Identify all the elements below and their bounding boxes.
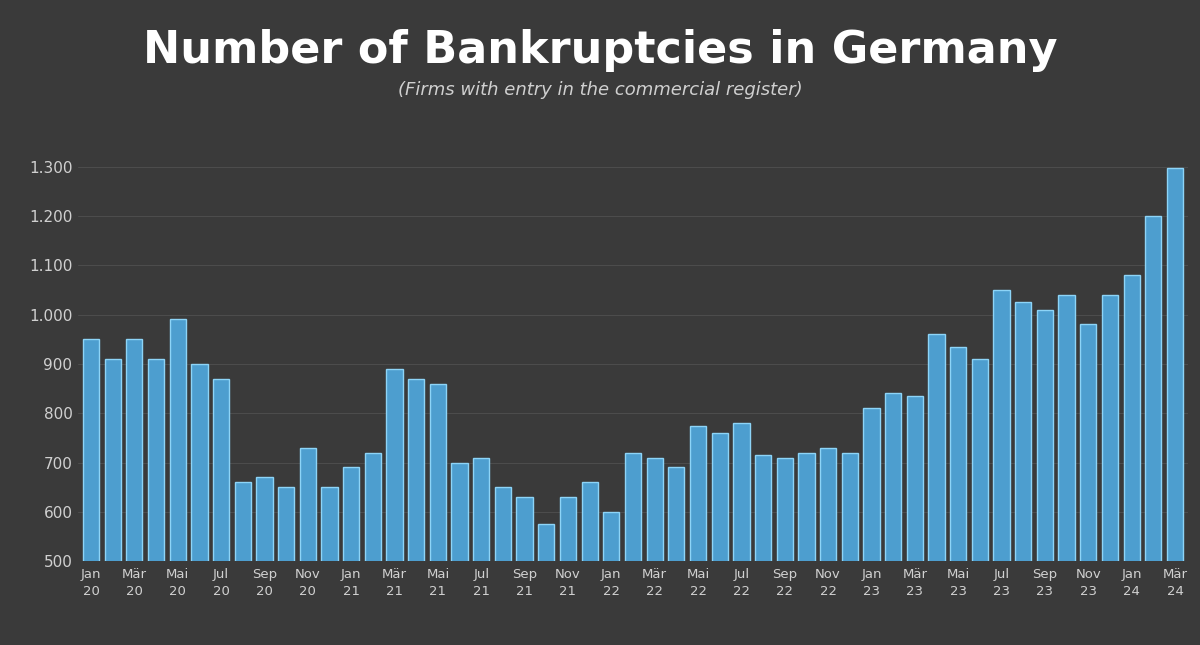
Bar	[148, 359, 164, 645]
Bar	[408, 379, 425, 645]
Bar	[257, 477, 272, 645]
Bar	[191, 364, 208, 645]
Bar	[212, 379, 229, 645]
Bar	[668, 468, 684, 645]
Bar	[516, 497, 533, 645]
Bar	[83, 339, 100, 645]
Bar	[473, 457, 490, 645]
Bar	[950, 346, 966, 645]
Bar	[343, 468, 359, 645]
Bar	[1015, 303, 1031, 645]
Bar	[1037, 310, 1054, 645]
Bar	[690, 426, 706, 645]
Bar	[733, 423, 750, 645]
Bar	[820, 448, 836, 645]
Bar	[604, 512, 619, 645]
Bar	[755, 455, 772, 645]
Bar	[886, 393, 901, 645]
Bar	[494, 487, 511, 645]
Bar	[776, 457, 793, 645]
Text: (Firms with entry in the commercial register): (Firms with entry in the commercial regi…	[397, 81, 803, 99]
Bar	[863, 408, 880, 645]
Bar	[647, 457, 662, 645]
Bar	[1166, 168, 1183, 645]
Bar	[1102, 295, 1118, 645]
Bar	[430, 384, 446, 645]
Text: Number of Bankruptcies in Germany: Number of Bankruptcies in Germany	[143, 29, 1057, 72]
Bar	[1123, 275, 1140, 645]
Bar	[841, 453, 858, 645]
Bar	[560, 497, 576, 645]
Bar	[278, 487, 294, 645]
Bar	[1080, 324, 1097, 645]
Bar	[582, 482, 598, 645]
Bar	[322, 487, 337, 645]
Bar	[1145, 216, 1162, 645]
Bar	[625, 453, 641, 645]
Bar	[126, 339, 143, 645]
Bar	[929, 334, 944, 645]
Bar	[798, 453, 815, 645]
Bar	[300, 448, 316, 645]
Bar	[235, 482, 251, 645]
Bar	[994, 290, 1009, 645]
Bar	[712, 433, 728, 645]
Bar	[538, 524, 554, 645]
Bar	[169, 319, 186, 645]
Bar	[451, 462, 468, 645]
Bar	[365, 453, 380, 645]
Bar	[104, 359, 121, 645]
Bar	[1058, 295, 1075, 645]
Bar	[386, 369, 403, 645]
Bar	[972, 359, 988, 645]
Bar	[907, 396, 923, 645]
